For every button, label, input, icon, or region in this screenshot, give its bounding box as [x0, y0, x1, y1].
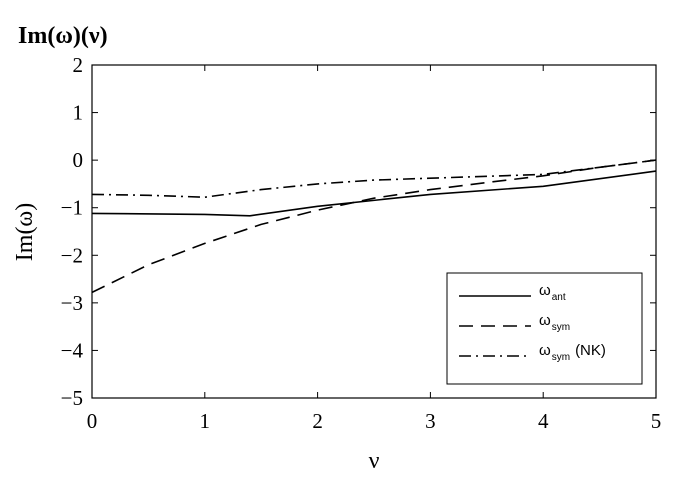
- y-tick-label: 1: [73, 101, 84, 125]
- x-tick-label: 1: [200, 409, 211, 433]
- y-tick-label: −3: [61, 291, 83, 315]
- x-tick-label: 3: [425, 409, 436, 433]
- axis-ticks: 0 1 2 3 4 5 2 1 0 −1 −2 −3 −4 −5: [61, 53, 662, 433]
- chart-title: Im(ω)(ν): [18, 23, 108, 49]
- y-tick-label: −1: [61, 196, 83, 220]
- y-tick-label: 2: [73, 53, 84, 77]
- series-layer: [91, 159, 657, 294]
- x-tick-label: 5: [651, 409, 662, 433]
- x-tick-label: 4: [538, 409, 549, 433]
- y-tick-label: −2: [61, 243, 83, 267]
- y-axis-label: Im(ω): [12, 203, 38, 261]
- plot-area-frame: [91, 64, 657, 399]
- series-line-2: [91, 159, 657, 294]
- y-tick-label: 0: [73, 148, 84, 172]
- y-tick-label: −4: [61, 338, 84, 362]
- legend-box: [446, 272, 643, 385]
- x-tick-label: 0: [87, 409, 98, 433]
- series-line-3: [91, 159, 657, 198]
- y-tick-label: −5: [61, 386, 83, 410]
- x-tick-label: 2: [312, 409, 323, 433]
- series-line-1: [91, 170, 657, 217]
- x-axis-label: ν: [369, 448, 380, 474]
